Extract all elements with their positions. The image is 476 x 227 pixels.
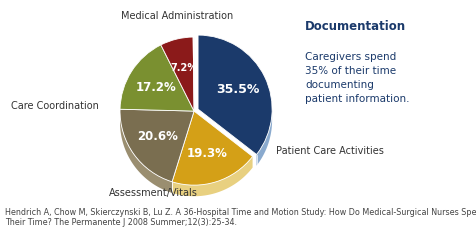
Text: 7.2%: 7.2% bbox=[170, 63, 197, 73]
Text: 35.5%: 35.5% bbox=[216, 83, 259, 96]
Polygon shape bbox=[172, 156, 252, 196]
Text: 17.2%: 17.2% bbox=[136, 81, 177, 94]
Text: Care Coordination: Care Coordination bbox=[11, 101, 99, 111]
Wedge shape bbox=[120, 109, 194, 182]
Wedge shape bbox=[160, 37, 194, 111]
Text: Medical Administration: Medical Administration bbox=[120, 11, 232, 21]
Text: Documentation: Documentation bbox=[305, 20, 406, 33]
Wedge shape bbox=[120, 45, 194, 111]
Text: Patient Care Activities: Patient Care Activities bbox=[275, 146, 383, 155]
Text: 20.6%: 20.6% bbox=[137, 131, 178, 143]
Text: 19.3%: 19.3% bbox=[187, 147, 228, 160]
Text: Caregivers spend
35% of their time
documenting
patient information.: Caregivers spend 35% of their time docum… bbox=[305, 52, 409, 104]
Text: Hendrich A, Chow M, Skierczynski B, Lu Z. A 36-Hospital Time and Motion Study: H: Hendrich A, Chow M, Skierczynski B, Lu Z… bbox=[5, 208, 476, 227]
Polygon shape bbox=[256, 110, 271, 166]
Wedge shape bbox=[172, 111, 252, 185]
Wedge shape bbox=[193, 37, 194, 111]
Wedge shape bbox=[198, 35, 271, 155]
Polygon shape bbox=[120, 112, 172, 193]
Text: Assessment/Vitals: Assessment/Vitals bbox=[109, 188, 198, 198]
